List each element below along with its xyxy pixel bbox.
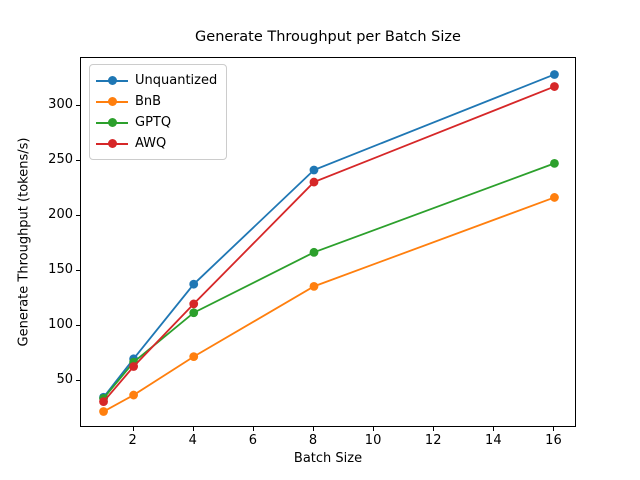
- data-point-gptq-x8: [309, 247, 319, 257]
- y-tick-label: 200: [48, 207, 73, 223]
- x-tick-mark: [553, 427, 555, 431]
- data-point-bnb-x8: [309, 281, 319, 291]
- legend-line-marker-icon: [96, 70, 128, 91]
- legend-label: Unquantized: [135, 73, 218, 88]
- x-tick-mark: [252, 427, 254, 431]
- legend-label: GPTQ: [135, 115, 172, 130]
- y-axis-label: Generate Throughput (tokens/s): [16, 137, 32, 347]
- legend-line-marker-icon: [96, 91, 128, 112]
- data-point-bnb-x1: [99, 407, 108, 416]
- data-point-unquantized-x8: [309, 165, 319, 175]
- x-tick-label: 10: [364, 433, 382, 448]
- legend-entry-unquantized: Unquantized: [96, 70, 222, 91]
- plot-area: Unquantized BnB GPTQ AWQ: [80, 57, 576, 427]
- x-tick-label: 8: [308, 433, 318, 448]
- y-tick-mark: [76, 105, 80, 107]
- series-line-bnb: [103, 196, 555, 413]
- legend-entry-gptq: GPTQ: [96, 112, 222, 133]
- x-tick-mark: [493, 427, 495, 431]
- x-tick-mark: [132, 427, 134, 431]
- data-point-awq-x8: [309, 177, 319, 187]
- y-tick-label: 250: [48, 152, 73, 168]
- chart-title: Generate Throughput per Batch Size: [195, 29, 461, 45]
- plot-canvas: [99, 70, 559, 416]
- data-point-awq-x4: [189, 299, 199, 309]
- data-point-awq-x1: [99, 397, 108, 407]
- x-tick-label: 16: [545, 433, 562, 448]
- legend-label: BnB: [135, 94, 162, 109]
- y-tick-label: 300: [48, 97, 73, 113]
- y-tick-mark: [76, 160, 80, 162]
- x-tick-mark: [192, 427, 194, 431]
- data-point-unquantized-x4: [189, 279, 199, 289]
- x-tick-label: 6: [248, 433, 257, 448]
- data-point-gptq-x4: [189, 308, 199, 318]
- data-point-bnb-x2: [129, 390, 139, 400]
- legend-line-marker-icon: [96, 112, 128, 133]
- data-point-bnb-x4: [189, 352, 199, 362]
- data-point-bnb-x16: [550, 193, 559, 202]
- legend-label: AWQ: [135, 136, 167, 151]
- x-tick-mark: [312, 427, 314, 431]
- x-tick-mark: [433, 427, 435, 431]
- y-tick-mark: [76, 379, 80, 381]
- legend-entry-bnb: BnB: [96, 91, 222, 112]
- legend: Unquantized BnB GPTQ AWQ: [89, 64, 227, 160]
- legend-entry-awq: AWQ: [96, 133, 222, 154]
- legend-line-marker-icon: [96, 133, 128, 154]
- y-tick-mark: [76, 269, 80, 271]
- y-tick-mark: [76, 215, 80, 217]
- y-tick-label: 50: [56, 371, 73, 387]
- data-point-awq-x2: [129, 362, 139, 371]
- x-axis-label: Batch Size: [293, 451, 363, 466]
- x-tick-label: 4: [188, 433, 197, 448]
- y-tick-mark: [76, 324, 80, 326]
- x-tick-mark: [373, 427, 375, 431]
- y-tick-label: 100: [48, 316, 73, 332]
- x-tick-label: 12: [424, 433, 442, 448]
- y-tick-label: 150: [48, 261, 73, 277]
- data-point-unquantized-x16: [550, 70, 559, 79]
- data-point-gptq-x16: [550, 159, 559, 168]
- x-tick-label: 2: [128, 433, 137, 448]
- x-tick-label: 14: [485, 433, 502, 448]
- data-point-awq-x16: [550, 82, 559, 91]
